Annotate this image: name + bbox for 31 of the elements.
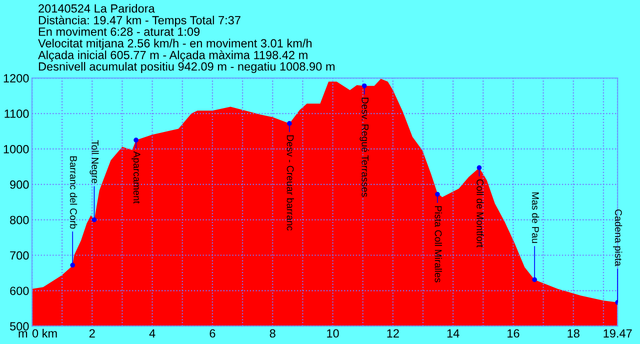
y-tick-label: 1100: [4, 110, 29, 118]
annotation: Pista Coll Miralles: [434, 206, 442, 282]
x-tick-label: 6: [210, 329, 216, 338]
y-tick-label: 700: [10, 251, 29, 260]
y-tick-label: 900: [10, 180, 29, 189]
annotation: Desv. Regué Terrasses: [360, 98, 369, 197]
annotation: Desv - Creuar barranc: [286, 135, 294, 230]
x-tick-label: 8: [270, 329, 276, 338]
x-tick-label: 16: [508, 329, 520, 338]
y-tick-label: 500: [10, 322, 29, 331]
y-tick-label: 1000: [4, 144, 29, 154]
y-tick-label: 1200: [4, 74, 29, 82]
x-tick-label: 4: [149, 329, 156, 338]
x-tick-label: 2: [89, 329, 95, 338]
y-axis-title: m: [18, 331, 28, 338]
x-tick-label: 12: [387, 329, 399, 338]
annotation: Mas de Pau: [532, 192, 540, 243]
x-tick-label: 14: [447, 329, 460, 338]
annotation: Toll Negre: [90, 140, 99, 184]
annotation: Coll de Montfort: [476, 179, 484, 248]
y-tick-label: 800: [10, 216, 29, 224]
annotation: Cadena pista: [613, 209, 622, 266]
x-tick-label: 18: [568, 329, 580, 338]
y-tick-label: 600: [10, 286, 29, 296]
chart-title: 20140524 La Paridora: [38, 4, 155, 13]
annotation: Barranc del Corb: [70, 156, 78, 229]
x-tick-label: 10: [327, 329, 339, 338]
annotation: Aparcament: [132, 151, 140, 204]
x-tick-label: 19.47: [604, 329, 632, 338]
chart-subtitle: Distància: 19.47 km - Temps Total 7:37 En moviment 6:28 - aturat 1:09 Velocitat mitjana 2.56 km/h - en moviment 3.01 km/h Alçada inicial 605.77 m - Alçada màxima 1198.42 m Desnivell acumulat positiu 942.09 m - negatiu 1008.90 m: [38, 16, 334, 74]
x-tick-label: 0 km: [32, 328, 57, 338]
